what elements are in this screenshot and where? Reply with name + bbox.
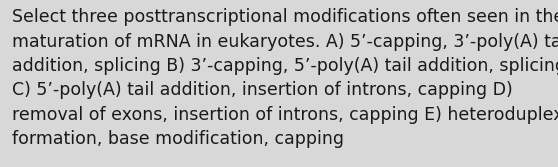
Text: Select three posttranscriptional modifications often seen in the
maturation of m: Select three posttranscriptional modific…: [12, 8, 558, 148]
